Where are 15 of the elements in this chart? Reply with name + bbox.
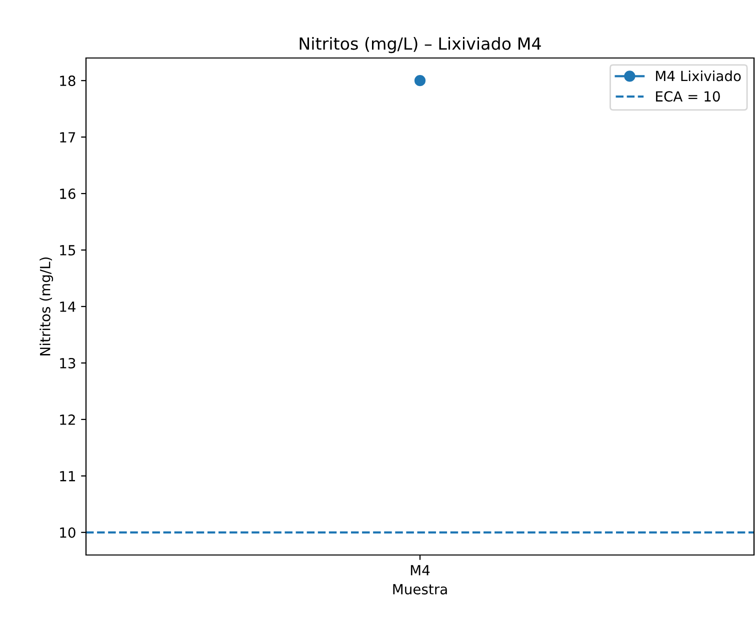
y-tick-label: 12: [60, 414, 75, 425]
legend-label: ECA = 10: [656, 91, 720, 102]
y-axis-title: Nitritos (mg/L): [40, 257, 54, 356]
y-tick-label: 10: [60, 527, 76, 538]
y-tick-label: 15: [60, 245, 76, 256]
y-tick-label: 16: [60, 188, 76, 200]
x-tick-label: M4: [410, 565, 430, 576]
chart-title: Nitritos (mg/L) – Lixiviado M4: [300, 37, 541, 54]
x-axis-title: Muestra: [393, 584, 447, 594]
y-tick-label: 14: [60, 302, 76, 312]
y-tick-label: 17: [60, 132, 76, 142]
legend-label: M4 Lixiviado: [656, 70, 741, 82]
y-tick-label: 18: [60, 76, 76, 86]
y-tick-label: 13: [60, 358, 76, 368]
y-tick-label: 11: [60, 471, 75, 482]
